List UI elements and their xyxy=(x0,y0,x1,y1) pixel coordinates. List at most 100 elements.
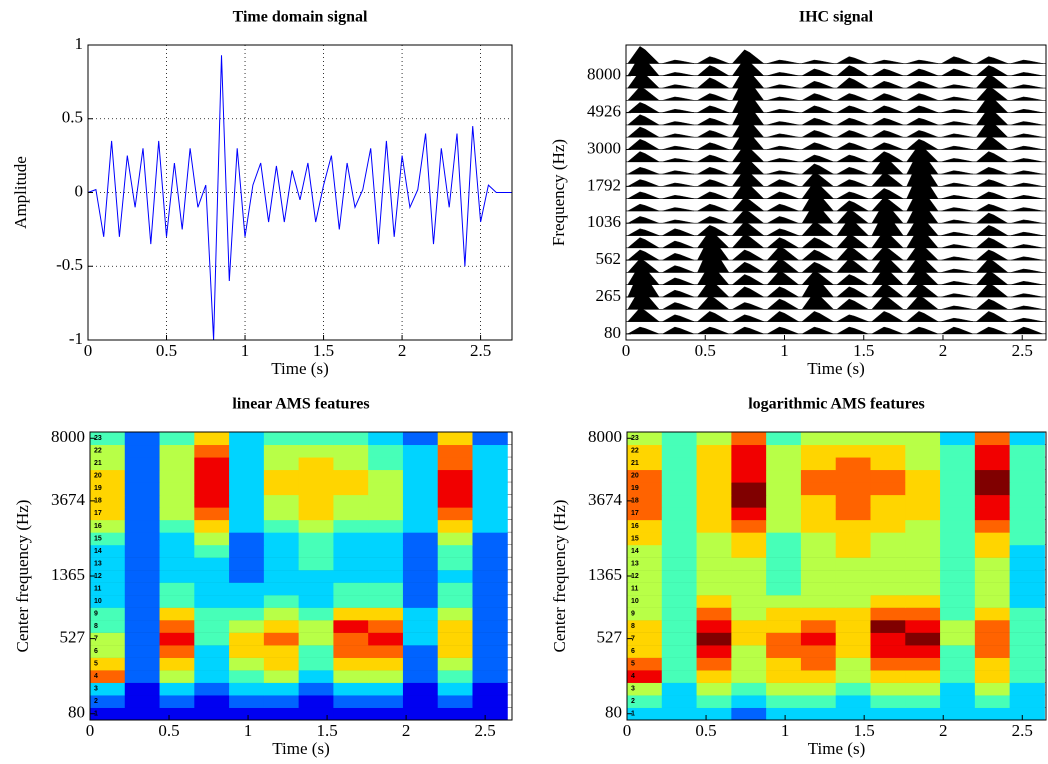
heatmap-cell xyxy=(124,682,161,696)
heatmap-cell xyxy=(263,432,300,446)
heatmap-cell xyxy=(437,632,473,646)
heatmap-cell xyxy=(696,557,732,571)
heatmap-cell xyxy=(298,657,334,671)
heatmap-cell xyxy=(298,519,334,533)
heatmap-cell xyxy=(402,707,439,721)
heatmap-cell xyxy=(800,557,837,571)
heatmap-cell xyxy=(627,669,663,683)
heatmap-cell xyxy=(437,582,473,596)
heatmap-cell xyxy=(696,432,732,446)
heatmap-cell xyxy=(90,494,126,508)
ihc-response xyxy=(767,84,799,89)
heatmap-cell xyxy=(800,669,837,683)
heatmap-cell xyxy=(1009,432,1045,446)
heatmap-cell xyxy=(835,469,871,483)
ihc-response xyxy=(975,225,1009,236)
ihc-response xyxy=(662,133,695,138)
heatmap-cell xyxy=(333,432,369,446)
heatmap-cell xyxy=(437,532,473,546)
heatmap-cell xyxy=(1009,457,1045,471)
heatmap-cell xyxy=(766,707,802,721)
ihc-response xyxy=(871,130,904,138)
heatmap-cell xyxy=(159,619,195,633)
heatmap-cell xyxy=(333,644,369,658)
heatmap-cell xyxy=(472,482,508,496)
heatmap-cell xyxy=(870,694,906,708)
heatmap-cell xyxy=(263,694,300,708)
heatmap-cell xyxy=(159,444,195,458)
heatmap-cell xyxy=(661,519,698,533)
ihc-response xyxy=(696,154,729,162)
x-tick-label: 2.5 xyxy=(1012,341,1033,360)
x-axis-label: Time (s) xyxy=(807,359,864,378)
ihc-response xyxy=(836,77,870,89)
heatmap-cell xyxy=(905,507,941,521)
channel-label: 5 xyxy=(631,660,635,667)
heatmap-cell xyxy=(766,644,802,658)
heatmap-cell xyxy=(766,507,802,521)
heatmap-cell xyxy=(472,607,508,621)
heatmap-cell xyxy=(766,607,802,621)
channel-label: 2 xyxy=(631,698,635,705)
heatmap-cell xyxy=(124,544,161,558)
channel-label: 8 xyxy=(631,623,635,630)
heatmap-cell xyxy=(974,619,1011,633)
heatmap-cell xyxy=(402,694,439,708)
ihc-response xyxy=(696,311,730,322)
ihc-response xyxy=(626,203,660,212)
heatmap-cell xyxy=(124,507,161,521)
ihc-response xyxy=(975,179,1008,187)
heatmap-cell xyxy=(940,607,976,621)
ihc-response xyxy=(975,74,1009,89)
heatmap-cell xyxy=(1009,594,1045,608)
heatmap-cell xyxy=(402,607,439,621)
heatmap-cell xyxy=(194,444,230,458)
ihc-response xyxy=(871,326,904,335)
heatmap-cell xyxy=(263,682,300,696)
heatmap-cell xyxy=(229,594,265,608)
ihc-response xyxy=(801,130,834,138)
channel-label: 14 xyxy=(631,548,639,555)
ihc-response xyxy=(766,246,800,261)
heatmap-cell xyxy=(298,444,334,458)
heatmap-cell xyxy=(627,707,663,721)
heatmap-cell xyxy=(661,544,698,558)
ihc-response xyxy=(696,326,729,335)
ihc-response xyxy=(731,261,765,273)
ihc-response xyxy=(941,158,973,162)
heatmap-cell xyxy=(1009,682,1045,696)
heatmap-cell xyxy=(766,544,802,558)
heatmap-cell xyxy=(90,544,126,558)
heatmap-cell xyxy=(1009,444,1045,458)
heatmap-cell xyxy=(627,444,663,458)
x-tick-label: 0 xyxy=(86,721,95,740)
ihc-response xyxy=(941,170,973,175)
heatmap-cell xyxy=(835,557,871,571)
heatmap-cell xyxy=(627,694,663,708)
heatmap-cell xyxy=(229,444,265,458)
y-tick-label: 8000 xyxy=(588,427,622,446)
heatmap-cell xyxy=(402,482,439,496)
ihc-response xyxy=(766,179,799,187)
y-tick-label: 80 xyxy=(605,703,622,722)
heatmap-cell xyxy=(368,457,404,471)
heatmap-cell xyxy=(437,482,473,496)
heatmap-cell xyxy=(333,707,369,721)
ihc-response xyxy=(801,117,834,126)
ihc-response xyxy=(941,84,973,89)
heatmap-cell xyxy=(800,444,837,458)
channel-label: 5 xyxy=(94,660,98,667)
heatmap-cell xyxy=(333,557,369,571)
channel-label: 14 xyxy=(94,548,102,555)
heatmap-cell xyxy=(472,432,508,446)
ihc-response xyxy=(662,121,695,126)
heatmap-cell xyxy=(402,519,439,533)
ihc-response xyxy=(1011,158,1043,162)
heatmap-cell xyxy=(835,669,871,683)
heatmap-cell xyxy=(1009,694,1045,708)
chart-title: IHC signal xyxy=(799,9,874,26)
heatmap-cell xyxy=(627,657,663,671)
heatmap-cell xyxy=(124,432,161,446)
heatmap-cell xyxy=(800,619,837,633)
heatmap-cell xyxy=(940,657,976,671)
